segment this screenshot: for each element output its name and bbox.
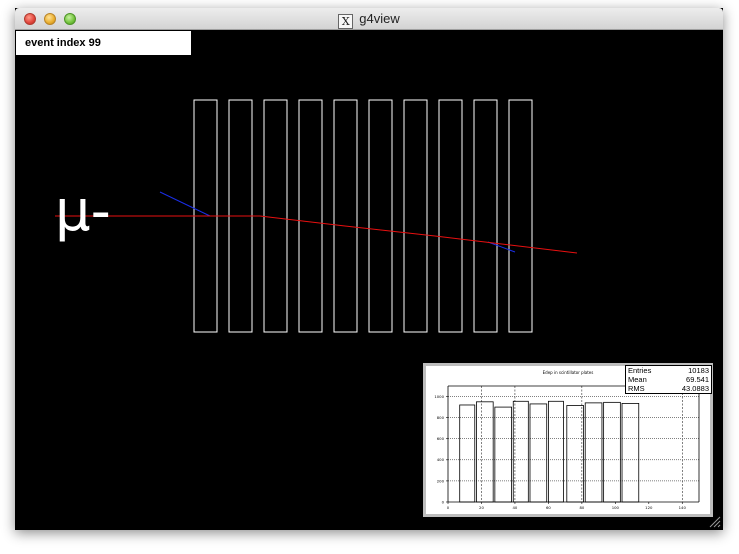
detector-plates	[193, 99, 533, 333]
window-title: g4view	[359, 11, 400, 26]
stat-label: Entries	[628, 366, 652, 375]
scintillator-plate	[368, 99, 393, 333]
histogram-bar	[548, 400, 564, 503]
particle-label: μ-	[55, 179, 111, 244]
y-tick-label: 200	[437, 478, 445, 483]
histogram-bar	[621, 403, 640, 503]
y-tick-label: 400	[437, 457, 445, 462]
x-tick-label: 0	[447, 505, 450, 510]
histogram-bar	[603, 401, 621, 503]
secondary-track-2	[487, 241, 516, 253]
scintillator-plate	[298, 99, 323, 333]
stat-value: 43.0883	[681, 384, 709, 393]
zoom-button[interactable]	[64, 13, 76, 25]
y-tick-label: 0	[442, 499, 445, 504]
x11-icon: X	[338, 14, 354, 29]
histogram-bar	[584, 402, 603, 503]
secondary-track	[159, 191, 211, 217]
histogram-bar	[476, 401, 494, 503]
stat-value: 10183	[688, 366, 709, 375]
y-tick-label: 600	[437, 436, 445, 441]
x-tick-label: 80	[579, 505, 584, 510]
scintillator-plate	[438, 99, 463, 333]
stat-entries: Entries 10183	[626, 366, 711, 375]
x-tick-label: 140	[679, 505, 687, 510]
scintillator-plate	[403, 99, 428, 333]
y-tick-label: 800	[437, 415, 445, 420]
scintillator-plate	[333, 99, 358, 333]
minimize-button[interactable]	[44, 13, 56, 25]
muon-track	[55, 215, 578, 254]
scintillator-plate	[508, 99, 533, 333]
histogram-bar	[494, 406, 512, 503]
resize-grip-icon[interactable]	[709, 516, 721, 528]
histogram-bar	[566, 405, 584, 503]
event-display: μ-	[55, 99, 578, 333]
stat-mean: Mean 69.541	[626, 375, 711, 384]
histogram-bar	[529, 403, 548, 503]
x-tick-label: 60	[546, 505, 551, 510]
histogram-bar	[459, 404, 476, 503]
histogram-bars	[459, 400, 640, 503]
histogram-title: Edep in scintillator plates	[543, 370, 594, 375]
close-button[interactable]	[24, 13, 36, 25]
viewer-canvas[interactable]: μ- event index 99 Edep in scintillator p…	[15, 30, 723, 530]
histogram-plot: Edep in scintillator plates 0 20 40 60 80 100…	[434, 370, 700, 510]
stat-value: 69.541	[686, 375, 709, 384]
histogram-bar	[512, 400, 529, 503]
scintillator-plate	[263, 99, 288, 333]
scintillator-plate	[473, 99, 498, 333]
x-tick-label: 20	[479, 505, 484, 510]
histogram-grid	[448, 386, 699, 502]
stats-box: Entries 10183 Mean 69.541 RMS 43.0883	[625, 365, 712, 394]
stat-label: RMS	[628, 384, 645, 393]
y-tick-label: 1000	[434, 394, 444, 399]
stat-label: Mean	[628, 375, 647, 384]
stat-rms: RMS 43.0883	[626, 384, 711, 393]
histogram-pad[interactable]: Edep in scintillator plates 0 20 40 60 80 100…	[423, 363, 713, 517]
x-tick-label: 100	[612, 505, 620, 510]
event-index-label: event index 99	[16, 31, 191, 55]
x-tick-label: 40	[513, 505, 518, 510]
x-tick-label: 120	[645, 505, 653, 510]
